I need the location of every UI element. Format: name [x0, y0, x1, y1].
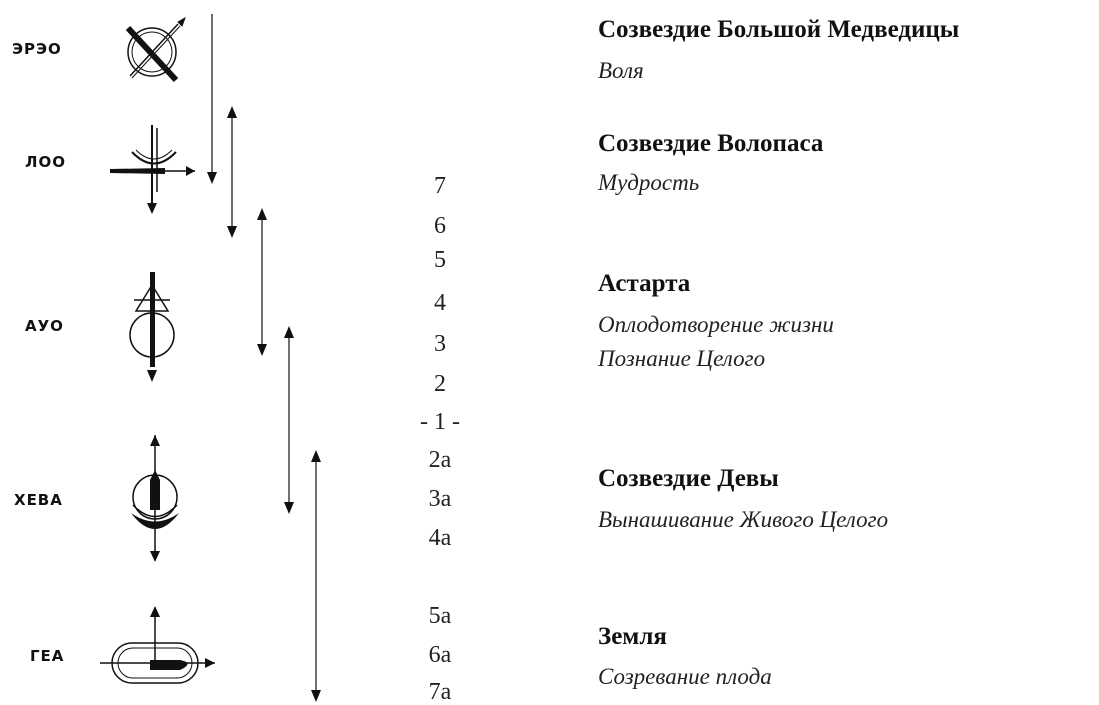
stacked-crescent-icon: [131, 435, 179, 562]
label-loo: ЛОО: [25, 153, 66, 171]
scale-4: 4: [434, 290, 446, 316]
constellation-sub-virgo: Вынашивание Живого Целого: [598, 507, 889, 532]
capsule-arrow-icon: [100, 606, 215, 684]
range-arrows: [207, 14, 321, 702]
scale-6a: 6a: [428, 642, 452, 668]
scale-3a: 3a: [428, 486, 452, 512]
label-ereo: ЭРЭО: [12, 40, 62, 58]
constellation-sub-earth: Созревание плода: [598, 664, 772, 689]
constellation-title-astarte: Астарта: [598, 270, 691, 297]
constellation-sub-ursa-major: Воля: [598, 58, 644, 83]
scale-3: 3: [434, 331, 446, 357]
constellation-title-bootes: Созвездие Волопаса: [598, 130, 824, 157]
scale-1: - 1 -: [420, 409, 460, 435]
crescent-cross-icon: [110, 125, 195, 214]
scale-5: 5: [434, 247, 446, 273]
scale-4a: 4a: [428, 525, 452, 551]
constellation-sub-astarte-1: Оплодотворение жизни: [598, 312, 834, 337]
scale-6: 6: [434, 213, 446, 239]
constellation-title-ursa-major: Созвездие Большой Медведицы: [598, 16, 960, 43]
constellation-title-earth: Земля: [598, 623, 667, 650]
constellation-sub-bootes: Мудрость: [598, 170, 700, 195]
label-heva: ХЕВА: [14, 491, 63, 509]
label-gea: ГЕА: [30, 647, 65, 665]
label-auo: АУО: [25, 317, 64, 335]
circle-triangle-icon: [129, 272, 175, 382]
constellation-title-virgo: Созвездие Девы: [598, 465, 779, 492]
scale-5a: 5a: [428, 603, 452, 629]
scale-2: 2: [434, 371, 446, 397]
scale-7a: 7a: [428, 679, 452, 705]
scale-2a: 2a: [428, 447, 452, 473]
crossed-circle-icon: [125, 16, 186, 83]
constellation-sub-astarte-2: Познание Целого: [598, 346, 766, 371]
scale-7: 7: [434, 173, 446, 199]
